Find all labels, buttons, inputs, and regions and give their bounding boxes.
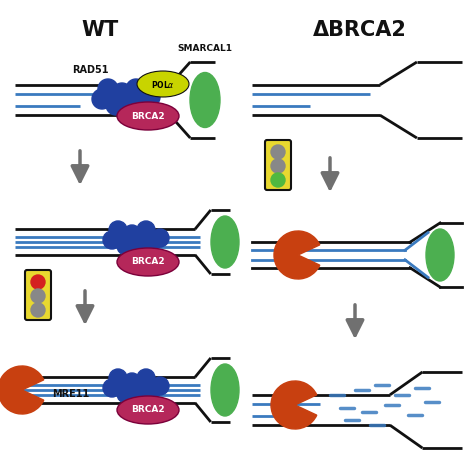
FancyBboxPatch shape bbox=[25, 270, 51, 320]
Circle shape bbox=[120, 91, 140, 111]
Text: WT: WT bbox=[82, 20, 118, 40]
Circle shape bbox=[103, 231, 121, 249]
Circle shape bbox=[126, 79, 146, 99]
Circle shape bbox=[131, 381, 149, 399]
Circle shape bbox=[271, 173, 285, 187]
FancyBboxPatch shape bbox=[265, 140, 291, 190]
Circle shape bbox=[117, 385, 135, 403]
Circle shape bbox=[31, 303, 45, 317]
Circle shape bbox=[106, 95, 126, 115]
Circle shape bbox=[109, 221, 127, 239]
Circle shape bbox=[151, 229, 169, 247]
Ellipse shape bbox=[137, 71, 189, 97]
Wedge shape bbox=[271, 381, 317, 429]
Circle shape bbox=[109, 369, 127, 387]
Ellipse shape bbox=[117, 102, 179, 130]
Circle shape bbox=[145, 231, 163, 249]
Ellipse shape bbox=[426, 229, 454, 281]
Circle shape bbox=[31, 289, 45, 303]
Wedge shape bbox=[0, 366, 44, 414]
Wedge shape bbox=[274, 231, 320, 279]
Ellipse shape bbox=[117, 396, 179, 424]
Text: SMARCAL1: SMARCAL1 bbox=[177, 44, 233, 53]
Circle shape bbox=[140, 87, 160, 107]
Circle shape bbox=[123, 373, 141, 391]
Ellipse shape bbox=[190, 73, 220, 128]
Text: BRCA2: BRCA2 bbox=[131, 111, 165, 120]
Text: RAD51: RAD51 bbox=[72, 65, 108, 75]
Text: ΔBRCA2: ΔBRCA2 bbox=[313, 20, 407, 40]
Circle shape bbox=[145, 379, 163, 397]
Circle shape bbox=[271, 145, 285, 159]
Text: BRCA2: BRCA2 bbox=[131, 405, 165, 414]
Circle shape bbox=[98, 79, 118, 99]
Circle shape bbox=[123, 225, 141, 243]
Circle shape bbox=[131, 233, 149, 251]
Circle shape bbox=[31, 275, 45, 289]
Circle shape bbox=[92, 89, 112, 109]
Circle shape bbox=[271, 159, 285, 173]
Circle shape bbox=[112, 83, 132, 103]
Circle shape bbox=[137, 369, 155, 387]
Ellipse shape bbox=[211, 364, 239, 416]
Ellipse shape bbox=[211, 216, 239, 268]
Circle shape bbox=[117, 237, 135, 255]
Ellipse shape bbox=[117, 248, 179, 276]
Text: MRE11: MRE11 bbox=[52, 389, 89, 399]
Text: POL$\alpha$: POL$\alpha$ bbox=[151, 79, 175, 90]
Text: BRCA2: BRCA2 bbox=[131, 257, 165, 266]
Circle shape bbox=[151, 377, 169, 395]
Circle shape bbox=[134, 89, 154, 109]
Circle shape bbox=[103, 379, 121, 397]
Circle shape bbox=[137, 221, 155, 239]
